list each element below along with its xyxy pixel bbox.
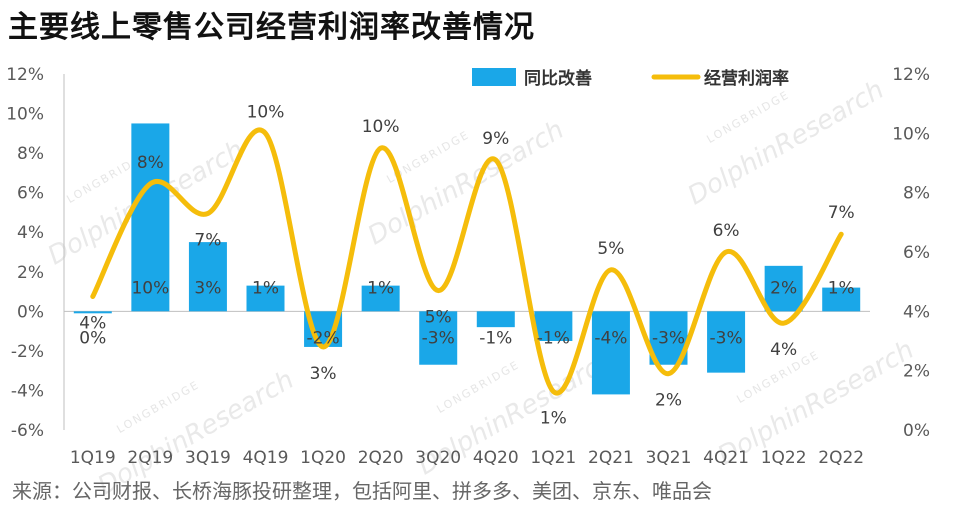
x-tick-label: 4Q21 (703, 448, 749, 468)
bar-data-label: 1% (367, 278, 394, 298)
bar-data-label: -4% (594, 328, 627, 348)
x-tick-label: 3Q20 (415, 448, 461, 468)
bar (591, 311, 630, 395)
x-tick-label: 2Q22 (818, 448, 864, 468)
line-data-label: 7% (828, 203, 855, 223)
line-data-label: 1% (540, 408, 567, 428)
x-tick-label: 2Q21 (588, 448, 634, 468)
line-data-label: 9% (482, 129, 509, 149)
x-tick-label: 3Q19 (185, 448, 231, 468)
line-profit-margin (90, 127, 844, 396)
bar (707, 311, 746, 373)
left-tick-label: -2% (11, 342, 44, 362)
line-series (90, 127, 844, 396)
bar-data-label: 1% (828, 278, 855, 298)
line-data-label: 6% (713, 221, 740, 241)
legend-label-line: 经营利润率 (704, 68, 789, 89)
bar (822, 287, 861, 312)
x-tick-label: 1Q19 (70, 448, 116, 468)
bar (361, 285, 400, 312)
line-data-label: 7% (194, 230, 221, 250)
x-tick-label: 4Q19 (243, 448, 289, 468)
bar-data-label: 0% (79, 328, 106, 348)
left-tick-label: 2% (17, 263, 44, 283)
right-tick-label: 2% (903, 362, 930, 382)
line-data-label: 8% (137, 153, 164, 173)
left-tick-label: 6% (17, 184, 44, 204)
right-tick-label: 6% (903, 243, 930, 263)
line-data-label: 10% (247, 102, 285, 122)
left-tick-label: -4% (11, 381, 44, 401)
x-tick-label: 2Q19 (127, 448, 173, 468)
bar (131, 123, 170, 312)
bar (764, 265, 803, 312)
right-tick-label: 8% (903, 184, 930, 204)
right-tick-label: 10% (892, 124, 930, 144)
left-tick-label: 10% (6, 105, 44, 125)
bar (188, 242, 227, 312)
x-tick-label: 1Q21 (530, 448, 576, 468)
x-tick-label: 4Q20 (473, 448, 519, 468)
line-data-label: 10% (362, 117, 400, 137)
left-tick-label: -6% (11, 421, 44, 441)
x-tick-label: 1Q20 (300, 448, 346, 468)
chart-title: 主要线上零售公司经营利润率改善情况 (8, 10, 535, 45)
line-data-label: 5% (425, 308, 452, 328)
line-data-label: 4% (770, 340, 797, 360)
bar (534, 311, 573, 341)
bar-data-label: 10% (131, 278, 169, 298)
x-tick-label: 2Q20 (358, 448, 404, 468)
bar-data-label: 2% (770, 278, 797, 298)
left-tick-label: 12% (6, 65, 44, 85)
bar-data-label: -3% (422, 328, 455, 348)
x-tick-label: 1Q22 (761, 448, 807, 468)
bar-data-label: -1% (537, 328, 570, 348)
bar (246, 285, 285, 312)
bar-data-label: -1% (479, 328, 512, 348)
left-tick-label: 0% (17, 302, 44, 322)
right-tick-label: 12% (892, 65, 930, 85)
bar (73, 311, 112, 314)
legend: 同比改善 经营利润率 (472, 68, 789, 89)
line-data-label: 2% (655, 391, 682, 411)
bar-series (73, 123, 861, 395)
left-tick-label: 4% (17, 223, 44, 243)
line-data-label: 3% (310, 364, 337, 384)
bar (419, 311, 458, 365)
source-note: 来源：公司财报、长桥海豚投研整理，包括阿里、拼多多、美团、京东、唯品会 (12, 479, 712, 503)
bar-data-label: -2% (307, 328, 340, 348)
data-labels: 0% 10% 3% 1% -2% 1% -3% -1% -1% -4% -3% -3% 2% 1% 4% 8%… (79, 102, 854, 428)
left-tick-label: 8% (17, 144, 44, 164)
line-data-label: 5% (597, 239, 624, 259)
right-tick-label: 0% (903, 421, 930, 441)
legend-label-bar: 同比改善 (524, 68, 592, 89)
bar-data-label: -3% (710, 328, 743, 348)
line-data-label: 4% (79, 314, 106, 334)
bar-data-label: -3% (652, 328, 685, 348)
legend-swatch-bar (472, 68, 516, 86)
bar (476, 311, 515, 328)
right-tick-label: 4% (903, 302, 930, 322)
bar-data-label: 3% (194, 278, 221, 298)
bar-data-label: 1% (252, 278, 279, 298)
x-tick-label: 3Q21 (646, 448, 692, 468)
